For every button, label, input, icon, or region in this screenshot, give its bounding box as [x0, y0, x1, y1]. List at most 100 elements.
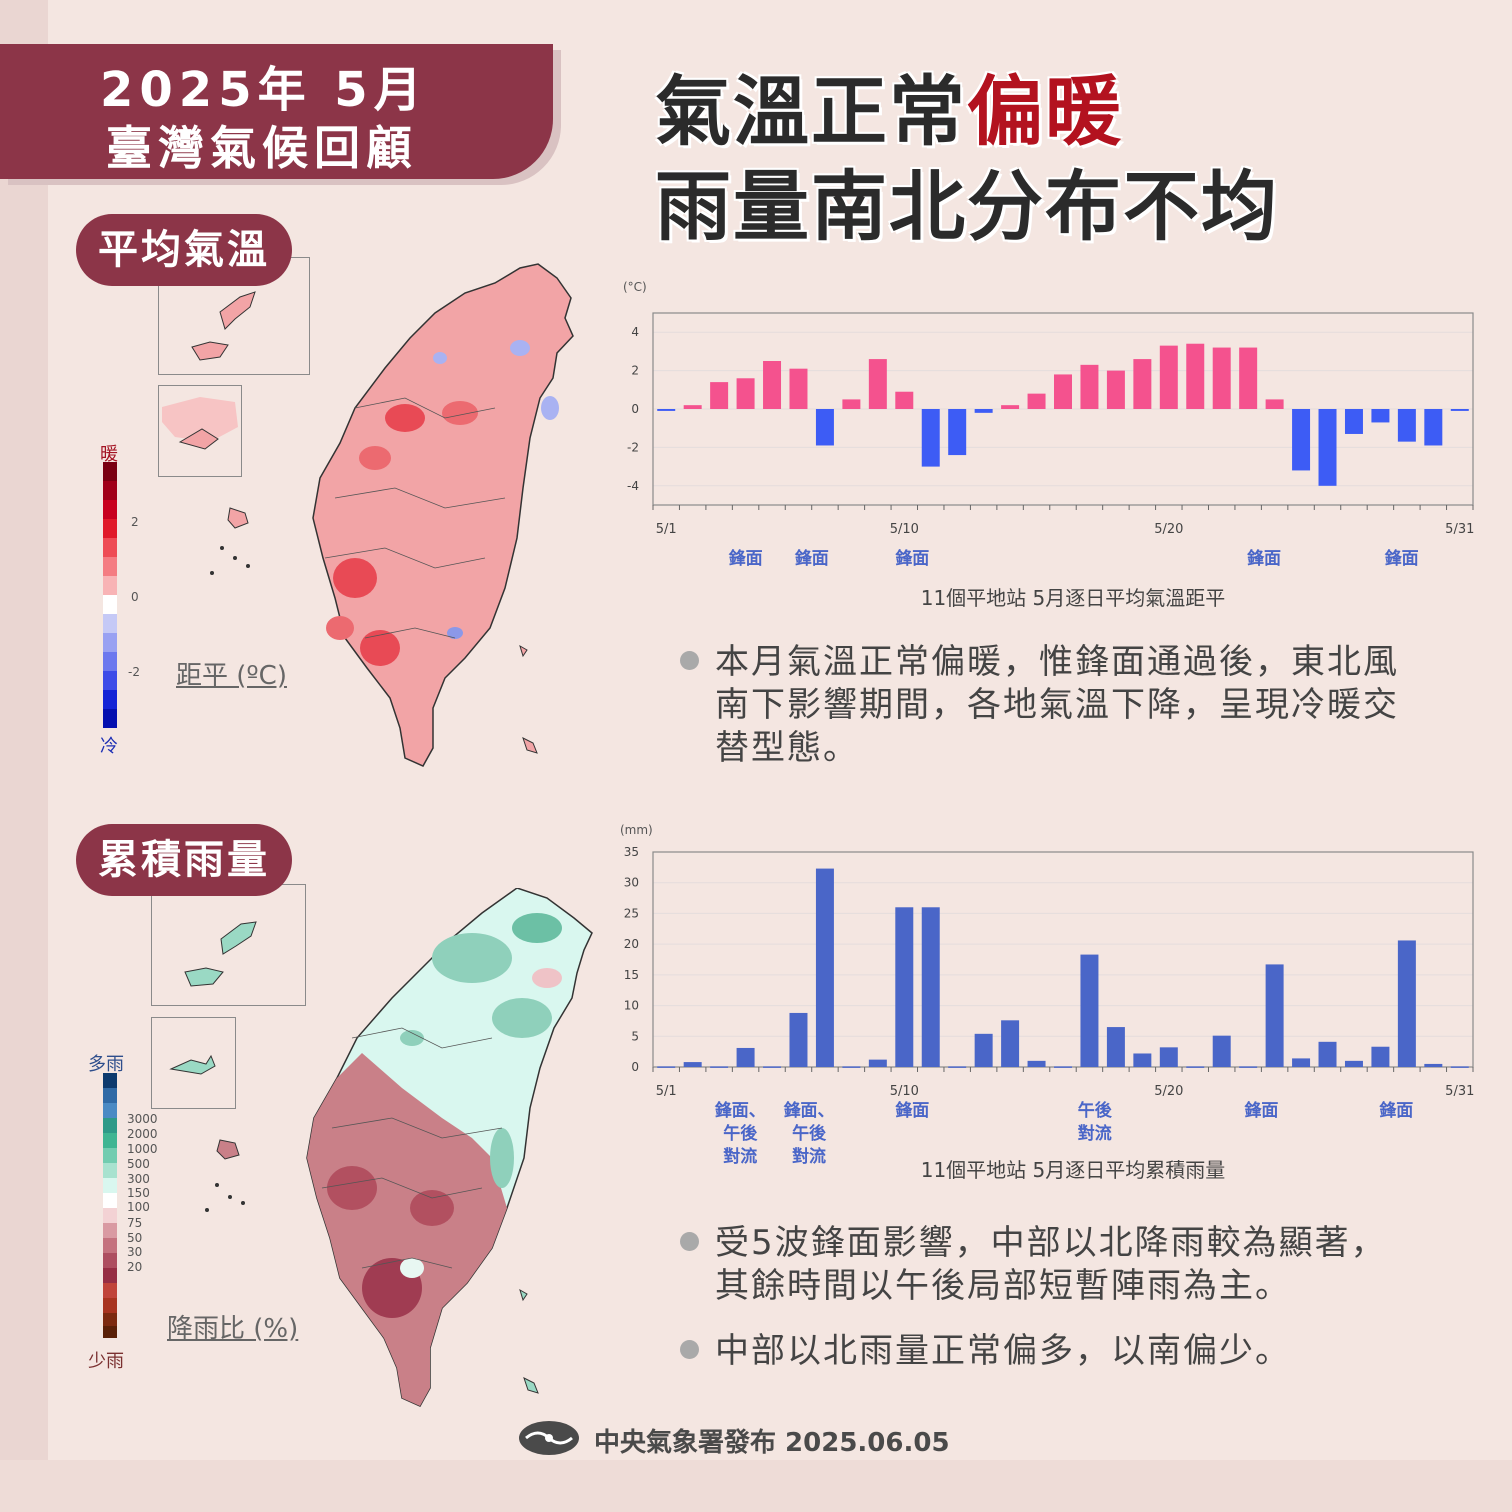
bar: [842, 399, 861, 409]
bar: [1397, 409, 1416, 442]
rain-bullet-dot: [680, 1330, 715, 1373]
x-tick-label: 5/10: [890, 1084, 919, 1099]
x-tick-label: 5/1: [656, 522, 677, 537]
bar: [1027, 1060, 1046, 1067]
temp-colorbar-tick: 0: [131, 590, 139, 604]
front-annotation: 鋒面、: [783, 1100, 835, 1121]
bar: [1318, 1041, 1337, 1067]
bar: [657, 1066, 676, 1068]
rain-section-pill: 累積雨量: [76, 824, 292, 896]
temp-colorbar-tick: -2: [128, 665, 140, 679]
bullet-dot: [680, 1232, 699, 1251]
bar: [1344, 409, 1363, 434]
bar: [736, 1047, 755, 1067]
bar: [1159, 1047, 1178, 1067]
bar: [974, 409, 993, 413]
bar: [1265, 399, 1284, 409]
bar: [1318, 409, 1337, 486]
y-tick-label: 25: [624, 906, 639, 920]
bar: [1292, 409, 1311, 471]
rain-bullet-dot: [680, 1222, 715, 1265]
rain-inset-islands: [169, 921, 257, 1075]
bar: [868, 359, 887, 409]
bar: [948, 409, 967, 456]
bar: [1186, 343, 1205, 409]
rain-colorbar-dry-label: 少雨: [88, 1351, 124, 1372]
bar: [1265, 964, 1284, 1067]
front-annotation: 鋒面: [1246, 548, 1281, 569]
temp-inset-islands: [162, 291, 256, 450]
bar: [1371, 409, 1390, 423]
bar: [1001, 1020, 1020, 1067]
rain-colorbar-tick: 30: [127, 1245, 143, 1259]
bar: [1159, 345, 1178, 409]
bar: [763, 361, 782, 409]
headline-red: 偏暖: [967, 67, 1123, 156]
headline-line1: 氣溫正常偏暖: [655, 50, 1123, 160]
y-tick-label: 4: [631, 325, 639, 339]
bar: [683, 1062, 702, 1067]
x-tick-label: 5/20: [1154, 1084, 1183, 1099]
rain-colorbar-tick: 300: [127, 1172, 150, 1186]
bar: [1133, 1053, 1152, 1067]
bar: [1080, 954, 1099, 1067]
plot-frame: [652, 851, 1474, 1068]
chart-title: 11個平地站 5月逐日平均氣溫距平: [921, 586, 1226, 610]
x-tick-label: 5/20: [1154, 522, 1183, 537]
bar: [948, 1066, 967, 1068]
front-annotation: 對流: [723, 1146, 757, 1167]
bar: [789, 368, 808, 409]
front-annotation: 午後: [723, 1123, 758, 1144]
rain-legend-title: 降雨比 (%): [167, 1314, 299, 1344]
x-tick-label: 5/1: [656, 1084, 677, 1099]
rain-colorbar-tick: 100: [127, 1200, 150, 1214]
front-annotation: 鋒面: [894, 1100, 929, 1121]
chart-title: 11個平地站 5月逐日平均累積雨量: [921, 1158, 1226, 1182]
bar: [1027, 393, 1046, 409]
front-annotation: 鋒面: [1243, 1100, 1278, 1121]
plot-frame: [652, 312, 1474, 506]
bar: [1450, 1066, 1469, 1068]
bar: [1080, 364, 1099, 409]
x-tick-label: 5/31: [1445, 522, 1474, 537]
bar: [842, 1066, 861, 1068]
footer-publisher: 中央氣象署發布 2025.06.05: [594, 1428, 950, 1458]
cwa-logo-icon: [519, 1421, 579, 1455]
front-annotation: 鋒面: [1378, 1100, 1413, 1121]
bar: [1397, 940, 1416, 1067]
rain-colorbar-tick: 20: [127, 1260, 143, 1274]
rain-penghu-islands: [205, 1139, 245, 1212]
rain-colorbar-tick: 50: [127, 1231, 143, 1245]
rain-bullet-line: 中部以北雨量正常偏多，以南偏少。: [715, 1331, 1291, 1371]
temp-colorbar: [103, 462, 117, 728]
bar: [815, 409, 834, 446]
bar: [895, 907, 914, 1067]
headline-black: 氣溫正常: [655, 67, 967, 156]
y-tick-label: 0: [631, 1060, 639, 1074]
rain-colorbar-tick: 75: [127, 1216, 143, 1230]
temp-colorbar-cold-label: 冷: [100, 736, 118, 757]
front-annotation: 鋒面: [1384, 548, 1419, 569]
rain-colorbar-tick: 150: [127, 1186, 150, 1200]
front-annotation: 鋒面: [794, 548, 829, 569]
temp-colorbar-tick: 2: [131, 515, 139, 529]
temp-section-pill: 平均氣溫: [76, 214, 292, 286]
bar: [1001, 405, 1020, 409]
front-annotation: 午後: [792, 1123, 827, 1144]
x-tick-label: 5/10: [890, 522, 919, 537]
header-badge: [0, 44, 553, 179]
header-date: 2025年 5月: [100, 62, 428, 118]
front-annotation: 對流: [1078, 1123, 1112, 1144]
headline-line2: 雨量南北分布不均: [655, 162, 1279, 251]
rain-colorbar-tick: 2000: [127, 1127, 158, 1141]
front-annotation: 對流: [792, 1146, 826, 1167]
y-tick-label: -4: [627, 479, 639, 493]
bar: [974, 1033, 993, 1067]
bar: [1292, 1058, 1311, 1067]
inset-box-kinmen-rain: [151, 1017, 236, 1109]
temp-bullet-line: 替型態。: [715, 728, 859, 768]
bar: [683, 405, 702, 409]
bar: [1106, 370, 1125, 409]
y-axis-unit-label: (mm): [620, 823, 653, 837]
bar: [1133, 359, 1152, 409]
